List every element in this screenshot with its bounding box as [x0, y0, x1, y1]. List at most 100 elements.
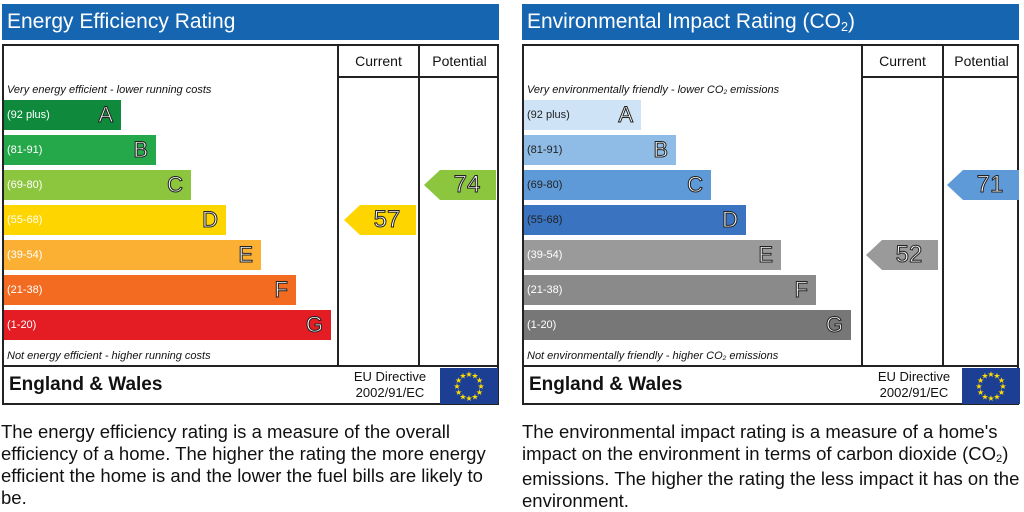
- flag-star-icon: ★: [987, 394, 994, 403]
- environmental-impact-title: Environmental Impact Rating (CO2): [522, 4, 1019, 40]
- band-letter: B: [133, 137, 149, 163]
- band-range-label: (92 plus): [7, 109, 50, 121]
- energy-efficiency-panel: Energy Efficiency Rating Current Potenti…: [2, 4, 499, 405]
- band-f: (21-38) F: [524, 275, 816, 305]
- band-letter: F: [794, 277, 808, 303]
- flag-star-icon: ★: [465, 394, 472, 403]
- band-range-label: (1-20): [7, 319, 37, 331]
- eu-directive: EU Directive 2002/91/EC: [344, 369, 436, 401]
- band-range-label: (69-80): [7, 179, 43, 191]
- energy-efficiency-title: Energy Efficiency Rating: [2, 4, 499, 40]
- band-g: (1-20) G: [524, 310, 851, 340]
- current-rating-value: 57: [373, 206, 401, 234]
- region-label: England & Wales: [529, 374, 683, 395]
- bottom-note: Not environmentally friendly - higher CO…: [527, 350, 778, 362]
- flag-star-icon: ★: [993, 392, 1000, 401]
- flag-star-icon: ★: [477, 382, 484, 391]
- desc-part2: ) emissions. The higher the rating the l…: [522, 443, 1020, 511]
- band-g: (1-20) G: [4, 310, 331, 340]
- current-pointer-arrow: [866, 240, 938, 270]
- band-letter: C: [687, 172, 704, 198]
- flag-star-icon: ★: [459, 392, 466, 401]
- flag-star-icon: ★: [465, 370, 472, 379]
- band-c: (69-80) C: [524, 170, 711, 200]
- potential-rating-pointer: 71: [947, 170, 1019, 200]
- bottom-note-end: emissions: [726, 350, 779, 362]
- top-note-main: Very environmentally friendly - lower CO: [527, 84, 724, 96]
- column-header-divider: [337, 76, 499, 78]
- directive-line1: EU Directive: [877, 369, 951, 384]
- potential-rating-value: 71: [976, 171, 1004, 199]
- current-column-header: Current: [879, 53, 926, 69]
- footer-divider: [4, 365, 497, 367]
- desc-sub: 2: [996, 453, 1003, 466]
- flag-star-icon: ★: [471, 392, 478, 401]
- current-rating-pointer: 52: [866, 240, 938, 270]
- band-range-label: (55-68): [527, 214, 563, 226]
- band-b: (81-91) B: [4, 135, 156, 165]
- flag-star-icon: ★: [455, 388, 462, 397]
- flag-star-icon: ★: [993, 372, 1000, 381]
- band-letter: G: [825, 312, 843, 338]
- eu-directive: EU Directive 2002/91/EC: [868, 369, 960, 401]
- flag-star-icon: ★: [975, 382, 982, 391]
- directive-line1: EU Directive: [353, 369, 427, 384]
- band-letter: E: [238, 242, 254, 268]
- flag-star-icon: ★: [981, 392, 988, 401]
- footer-divider: [524, 365, 1017, 367]
- flag-star-icon: ★: [977, 376, 984, 385]
- top-note-sub: 2: [723, 89, 728, 97]
- flag-star-icon: ★: [471, 372, 478, 381]
- band-d: (55-68) D: [524, 205, 746, 235]
- potential-rating-value: 74: [453, 171, 481, 199]
- band-letter: B: [653, 137, 669, 163]
- desc-part1: The environmental impact rating is a mea…: [522, 421, 998, 464]
- band-letter: D: [722, 207, 739, 233]
- band-e: (39-54) E: [4, 240, 261, 270]
- potential-pointer-shape: [947, 170, 1019, 200]
- title-end: ): [847, 10, 855, 33]
- flag-star-icon: ★: [459, 372, 466, 381]
- band-range-label: (21-38): [527, 284, 563, 296]
- top-note-end: emissions: [727, 84, 780, 96]
- current-column-divider: [861, 46, 863, 367]
- title-sub: 2: [840, 19, 848, 34]
- band-d: (55-68) D: [4, 205, 226, 235]
- top-note: Very energy efficient - lower running co…: [7, 84, 212, 96]
- title-main: Environmental Impact Rating (CO: [527, 10, 841, 33]
- current-rating-pointer: 57: [344, 205, 416, 235]
- band-a: (92 plus) A: [4, 100, 121, 130]
- potential-pointer-arrow: [947, 170, 1019, 200]
- band-e: (39-54) E: [524, 240, 781, 270]
- current-column-header: Current: [355, 53, 402, 69]
- potential-pointer-shape: [424, 170, 496, 200]
- bottom-note-main: Not environmentally friendly - higher CO: [527, 350, 723, 362]
- band-range-label: (81-91): [7, 144, 43, 156]
- environmental-impact-description: The environmental impact rating is a mea…: [522, 421, 1022, 512]
- band-range-label: (21-38): [7, 284, 43, 296]
- flag-star-icon: ★: [981, 372, 988, 381]
- band-f: (21-38) F: [4, 275, 296, 305]
- potential-column-header: Potential: [432, 53, 487, 69]
- band-range-label: (92 plus): [527, 109, 570, 121]
- flag-star-icon: ★: [455, 376, 462, 385]
- column-header-divider: [861, 76, 1019, 78]
- band-range-label: (39-54): [7, 249, 43, 261]
- environmental-impact-panel: Environmental Impact Rating (CO2) Curren…: [522, 4, 1020, 405]
- current-pointer-shape: [866, 240, 938, 270]
- bottom-note-sub: 2: [722, 355, 727, 363]
- flag-star-icon: ★: [998, 376, 1005, 385]
- region-label: England & Wales: [9, 374, 163, 395]
- environmental-impact-chart: Current Potential Very environmentally f…: [522, 44, 1020, 405]
- energy-efficiency-description: The energy efficiency rating is a measur…: [1, 421, 486, 508]
- flag-star-icon: ★: [476, 376, 483, 385]
- current-pointer-shape: [344, 205, 416, 235]
- flag-star-icon: ★: [977, 388, 984, 397]
- directive-line2: 2002/91/EC: [355, 385, 425, 400]
- band-c: (69-80) C: [4, 170, 191, 200]
- band-range-label: (39-54): [527, 249, 563, 261]
- band-letter: F: [274, 277, 288, 303]
- potential-column-header: Potential: [954, 53, 1009, 69]
- flag-star-icon: ★: [987, 370, 994, 379]
- current-rating-value: 52: [895, 241, 923, 269]
